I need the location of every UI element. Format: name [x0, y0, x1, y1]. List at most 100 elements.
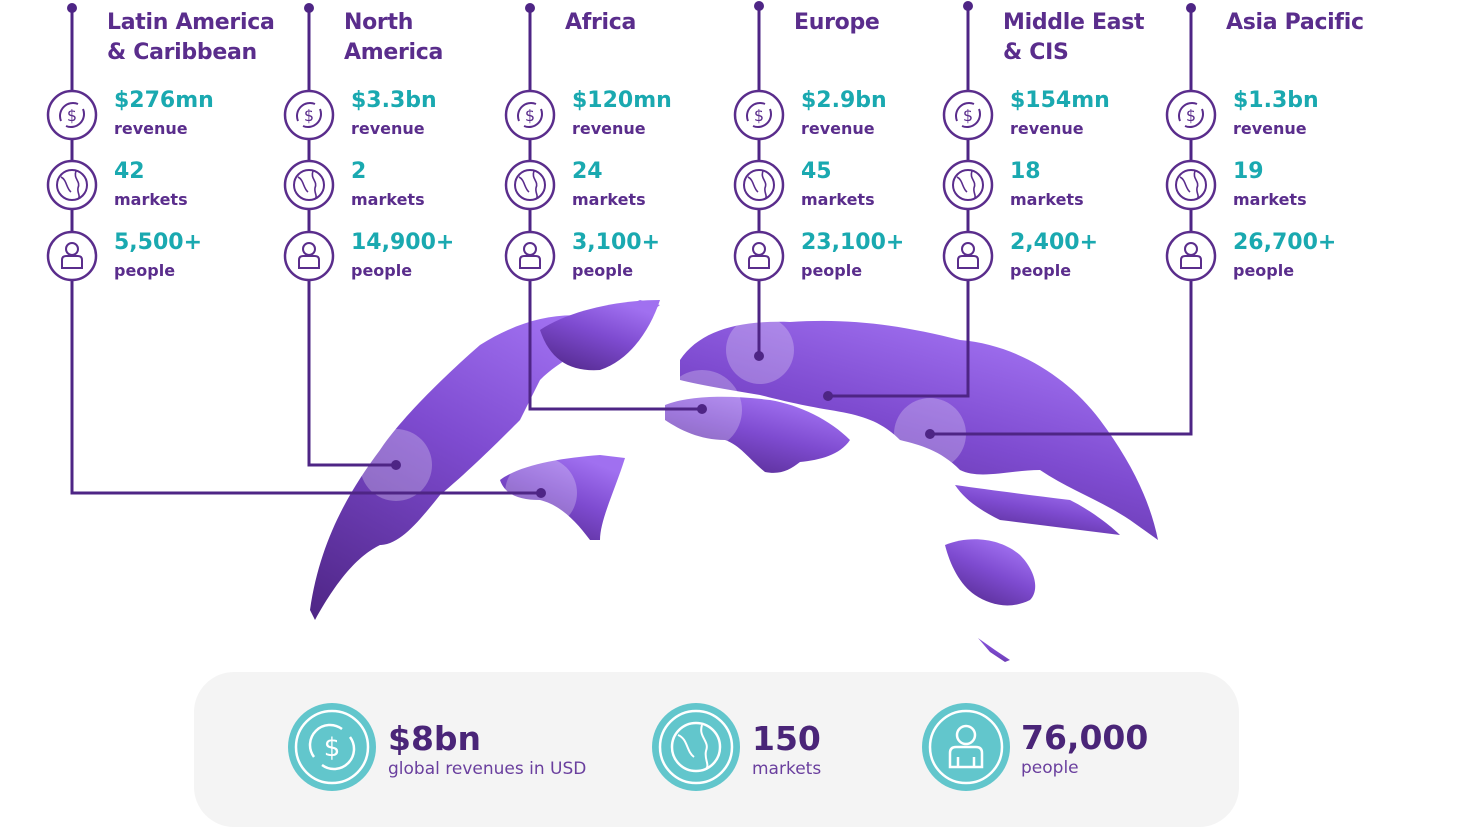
stat-label: revenue [572, 119, 646, 138]
region-stat-revenue: $154mn revenue [1010, 88, 1110, 140]
region-title: Latin America & Caribbean [107, 10, 275, 65]
stat-value: 42 [114, 159, 145, 184]
region-stat-people: 26,700+ people [1233, 230, 1336, 282]
greenland-shape [540, 300, 660, 371]
stat-label: people [1233, 261, 1295, 280]
region-title: Europe [794, 10, 880, 35]
australia-shape [945, 539, 1036, 606]
region-stat-markets: 24 markets [572, 159, 646, 211]
region-stat-markets: 2 markets [351, 159, 425, 211]
total-people: 76,000 people [1021, 719, 1148, 779]
region-stat-revenue: $3.3bn revenue [351, 88, 437, 140]
stat-value: 2,400+ [1010, 230, 1099, 255]
region-stat-markets: 42 markets [114, 159, 188, 211]
person-icon [942, 230, 994, 282]
region-stat-revenue: $1.3bn revenue [1233, 88, 1319, 140]
total-markets: 150 markets [752, 720, 821, 780]
stat-label: markets [1010, 190, 1084, 209]
stat-label: markets [572, 190, 646, 209]
region-stat-people: 23,100+ people [801, 230, 904, 282]
region-stat-markets: 18 markets [1010, 159, 1084, 211]
region-stat-people: 14,900+ people [351, 230, 454, 282]
region-stat-markets: 19 markets [1233, 159, 1307, 211]
stat-label: markets [1233, 190, 1307, 209]
stat-label: revenue [801, 119, 875, 138]
stat-value: 18 [1010, 159, 1041, 184]
svg-text:$: $ [525, 106, 535, 125]
stat-label: people [114, 261, 176, 280]
dollar-cycle-icon: $ [942, 89, 994, 141]
total-revenue-label: global revenues in USD [388, 759, 587, 779]
stat-label: people [572, 261, 634, 280]
stat-value: $2.9bn [801, 88, 887, 113]
stat-label: revenue [351, 119, 425, 138]
total-markets-label: markets [752, 759, 822, 779]
south-america-shape [500, 455, 625, 540]
person-icon [504, 230, 556, 282]
svg-text:$: $ [754, 106, 764, 125]
stat-label: markets [114, 190, 188, 209]
new-zealand-shape [978, 638, 1010, 662]
region-title: Middle East & CIS [1003, 10, 1145, 65]
region-stat-people: 3,100+ people [572, 230, 660, 282]
stat-label: people [801, 261, 863, 280]
region-stat-markets: 45 markets [801, 159, 875, 211]
stat-value: 2 [351, 159, 367, 184]
total-people-value: 76,000 [1021, 718, 1149, 757]
stat-value: 14,900+ [351, 230, 455, 255]
southeast-asia-shape [955, 485, 1120, 535]
dollar-cycle-icon: $ [46, 89, 98, 141]
person-icon [283, 230, 335, 282]
total-people-label: people [1021, 758, 1079, 778]
total-markets-value: 150 [752, 719, 821, 758]
total-revenue-value: $8bn [388, 719, 482, 758]
stat-value: 24 [572, 159, 603, 184]
eurasia-shape [680, 320, 1158, 540]
stat-value: 45 [801, 159, 832, 184]
globe-icon [1165, 159, 1217, 211]
globe-icon [733, 159, 785, 211]
stat-value: 23,100+ [801, 230, 905, 255]
svg-text:$: $ [304, 106, 314, 125]
stat-label: markets [801, 190, 875, 209]
stat-value: 19 [1233, 159, 1264, 184]
person-icon [733, 230, 785, 282]
region-stat-revenue: $276mn revenue [114, 88, 214, 140]
total-revenue: $8bn global revenues in USD [388, 720, 586, 780]
stat-value: 26,700+ [1233, 230, 1337, 255]
person-icon [46, 230, 98, 282]
dollar-cycle-icon: $ [283, 89, 335, 141]
svg-text:$: $ [963, 106, 973, 125]
dollar-cycle-icon: $ [733, 89, 785, 141]
stat-value: 5,500+ [114, 230, 203, 255]
stat-value: $120mn [572, 88, 672, 113]
region-stat-revenue: $120mn revenue [572, 88, 672, 140]
region-title: Asia Pacific [1226, 10, 1364, 35]
globe-icon [504, 159, 556, 211]
globe-icon [46, 159, 98, 211]
stat-value: $154mn [1010, 88, 1110, 113]
stat-value: 3,100+ [572, 230, 661, 255]
dollar-cycle-icon: $ [504, 89, 556, 141]
stat-label: people [351, 261, 413, 280]
stat-value: $3.3bn [351, 88, 437, 113]
stat-value: $276mn [114, 88, 214, 113]
globe-icon [283, 159, 335, 211]
globe-icon [942, 159, 994, 211]
person-icon [1165, 230, 1217, 282]
africa-shape [665, 396, 850, 473]
region-title: Africa [565, 10, 637, 35]
stat-label: revenue [1010, 119, 1084, 138]
svg-text:$: $ [67, 106, 77, 125]
region-stat-revenue: $2.9bn revenue [801, 88, 887, 140]
region-stat-people: 2,400+ people [1010, 230, 1098, 282]
stat-label: revenue [114, 119, 188, 138]
stat-label: markets [351, 190, 425, 209]
dollar-cycle-icon: $ [1165, 89, 1217, 141]
stat-label: people [1010, 261, 1072, 280]
stat-value: $1.3bn [1233, 88, 1319, 113]
stat-label: revenue [1233, 119, 1307, 138]
region-title: North America [344, 10, 444, 65]
